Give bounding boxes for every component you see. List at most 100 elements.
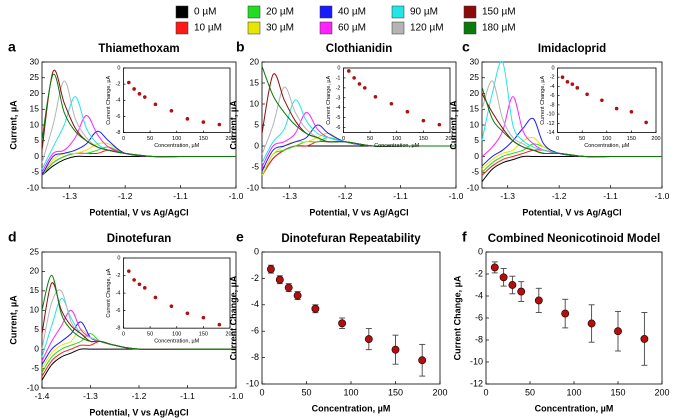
y-axis-label: Current Change, µA xyxy=(228,275,238,360)
inset-x-label: Concentration, µM xyxy=(154,143,199,149)
x-tick-label: 200 xyxy=(432,387,447,397)
x-tick-label: 150 xyxy=(199,136,208,142)
y-tick-label: -2 xyxy=(475,268,483,278)
inset-point xyxy=(373,95,378,99)
inset-point xyxy=(585,92,589,97)
y-tick-label: -2 xyxy=(550,75,555,81)
y-tick-label: 20 xyxy=(30,266,40,276)
voltammogram-line xyxy=(261,66,456,147)
x-tick-label: 50 xyxy=(147,136,153,142)
voltammogram-line xyxy=(481,149,662,176)
y-tick-label: 0 xyxy=(117,65,120,71)
y-axis-label: Current, µA xyxy=(8,295,18,345)
x-tick-label: 100 xyxy=(566,387,581,397)
inset-point xyxy=(614,106,619,111)
x-axis-label: Potential, V vs Ag/AgCl xyxy=(89,407,188,417)
plot-frame xyxy=(261,251,441,385)
y-tick-label: 10 xyxy=(30,305,40,315)
x-tick-label: -1.3 xyxy=(83,391,98,401)
y-tick-label: 25 xyxy=(30,72,40,82)
legend-swatch xyxy=(247,21,261,35)
inset-point xyxy=(575,86,580,90)
inset-point xyxy=(347,69,351,73)
plot-frame xyxy=(557,67,657,133)
y-tick-label: 10 xyxy=(250,98,260,108)
y-tick-label: -6 xyxy=(251,326,259,336)
chart-title: Combined Neonicotinoid Model xyxy=(488,233,661,245)
y-tick-label: -6 xyxy=(475,312,483,322)
inset-point xyxy=(560,75,565,80)
y-tick-label: -10 xyxy=(246,378,259,388)
inset-point xyxy=(644,120,648,125)
y-tick-label: 0 xyxy=(474,151,479,161)
chart-title: Thiamethoxam xyxy=(98,43,179,55)
y-tick-label: -5 xyxy=(336,115,341,121)
point xyxy=(284,283,293,292)
point xyxy=(587,319,596,328)
y-tick-label: -10 xyxy=(467,182,480,192)
y-tick-label: 0 xyxy=(337,65,340,71)
point xyxy=(275,275,284,284)
y-tick-label: 5 xyxy=(34,324,39,334)
voltammogram-line xyxy=(41,289,236,350)
inset-point xyxy=(153,295,158,300)
inset-point xyxy=(201,120,206,124)
panel-letter: e xyxy=(236,229,244,245)
inset-point xyxy=(565,80,570,84)
x-tick-label: 100 xyxy=(172,332,181,338)
y-tick-label: -5 xyxy=(471,167,479,177)
y-tick-label: 0 xyxy=(254,140,259,150)
x-tick-label: -1.0 xyxy=(229,191,244,201)
y-axis-label: Current, µA xyxy=(448,100,458,150)
legend-swatch xyxy=(319,5,333,19)
x-tick-label: 0 xyxy=(122,136,125,142)
panel-letter: f xyxy=(462,229,467,245)
x-tick-label: -1.3 xyxy=(500,191,515,201)
voltammogram-line xyxy=(41,142,236,176)
y-tick-label: -6 xyxy=(550,93,555,99)
y-tick-label: 5 xyxy=(254,119,259,129)
chart-title: Clothianidin xyxy=(326,43,392,55)
point xyxy=(640,334,649,343)
x-tick-label: 100 xyxy=(343,387,358,397)
inset-point xyxy=(629,110,634,114)
y-tick-label: -2 xyxy=(336,85,341,91)
y-tick-label: 0 xyxy=(34,343,39,353)
y-tick-label: 10 xyxy=(30,119,40,129)
inset-point xyxy=(600,98,604,103)
inset-point xyxy=(137,92,142,96)
x-axis-label: Concentration, µM xyxy=(312,403,391,413)
x-tick-label: -1.3 xyxy=(62,191,77,201)
inset-point xyxy=(132,87,136,91)
y-tick-label: -8 xyxy=(116,326,121,332)
y-tick-label: -12 xyxy=(470,378,483,388)
plot-frame xyxy=(343,67,451,133)
panel-letter: d xyxy=(8,229,17,245)
inset-point xyxy=(217,122,222,127)
inset-point xyxy=(352,76,356,80)
x-tick-label: -1.1 xyxy=(180,391,195,401)
voltammogram-line xyxy=(41,340,236,377)
y-tick-label: 15 xyxy=(30,104,40,114)
inset-point xyxy=(217,322,222,327)
legend-label: 150 µM xyxy=(482,7,516,18)
inset-point xyxy=(185,117,190,121)
plot-frame xyxy=(123,257,231,329)
y-tick-label: 20 xyxy=(250,56,260,66)
inset-x-label: Concentration, µM xyxy=(584,143,629,149)
y-tick-label: -4 xyxy=(116,98,121,104)
inset-y-label: Current Change, µA xyxy=(326,75,332,124)
y-tick-label: -6 xyxy=(116,308,121,314)
y-tick-label: -4 xyxy=(550,84,555,90)
inset-point xyxy=(169,304,174,309)
legend-label: 10 µM xyxy=(194,23,222,34)
x-axis-label: Concentration, µM xyxy=(535,403,614,413)
legend-label: 60 µM xyxy=(338,23,366,34)
voltammogram-line xyxy=(41,348,236,381)
y-tick-label: -8 xyxy=(251,352,259,362)
point xyxy=(391,345,400,354)
x-tick-label: 150 xyxy=(388,387,403,397)
legend-label: 180 µM xyxy=(482,23,516,34)
x-tick-label: 0 xyxy=(259,387,264,397)
x-axis-label: Potential, V vs Ag/AgCl xyxy=(89,207,188,217)
